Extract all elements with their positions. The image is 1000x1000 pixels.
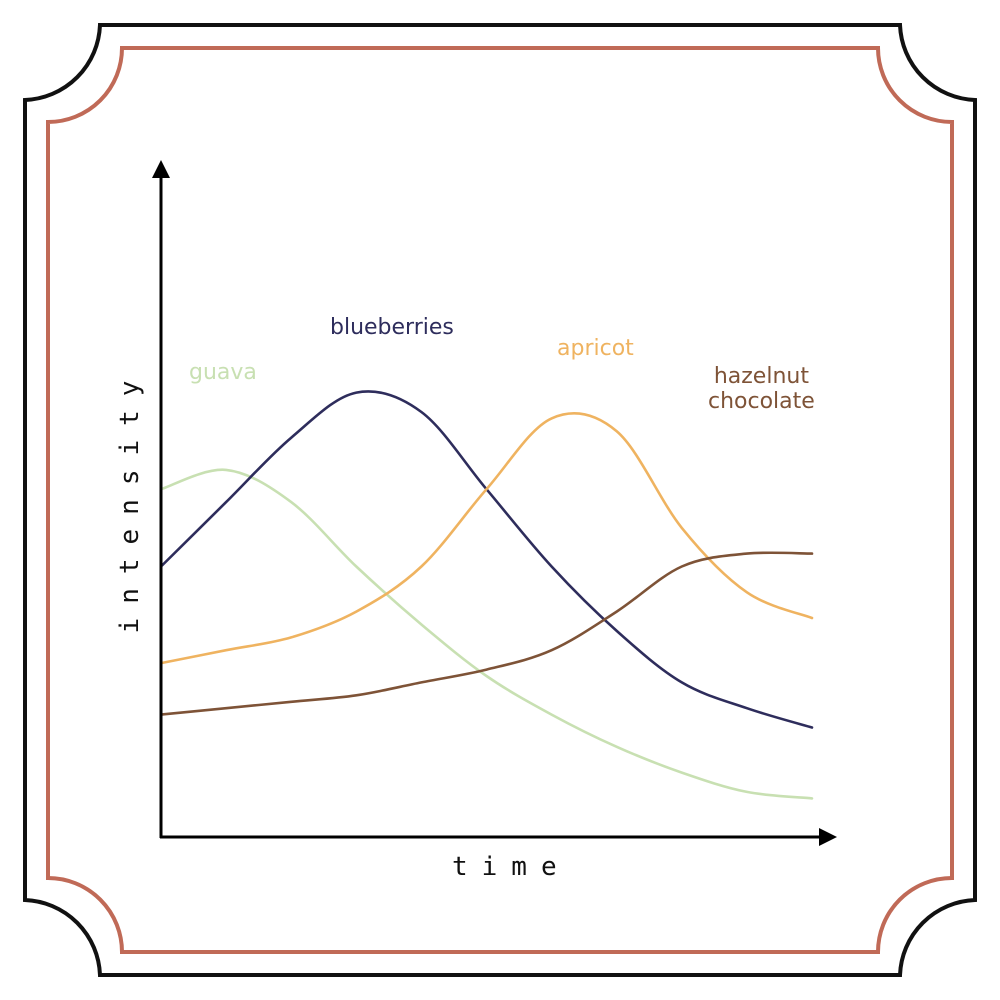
- series-label-hazelnut-chocolate: hazelnut chocolate: [708, 364, 815, 414]
- x-axis-arrowhead: [819, 828, 837, 846]
- series-layer: [159, 390, 814, 800]
- series-label-hazelnut-line-1: hazelnut: [713, 364, 809, 389]
- series-label-blueberries: blueberries: [330, 315, 454, 340]
- y-axis-title: intensity: [115, 366, 145, 634]
- series-line-apricot: [159, 412, 814, 665]
- series-label-guava: guava: [189, 360, 257, 385]
- series-label-hazelnut-line-2: chocolate: [708, 389, 815, 414]
- series-line-guava: [159, 468, 814, 800]
- inner-frame-border: [46, 46, 954, 954]
- outer-frame-border: [23, 23, 977, 977]
- x-axis-title: time: [452, 852, 571, 882]
- series-label-apricot: apricot: [557, 336, 634, 361]
- y-axis-arrowhead: [152, 160, 170, 178]
- series-line-hazelnut-chocolate: [159, 551, 814, 716]
